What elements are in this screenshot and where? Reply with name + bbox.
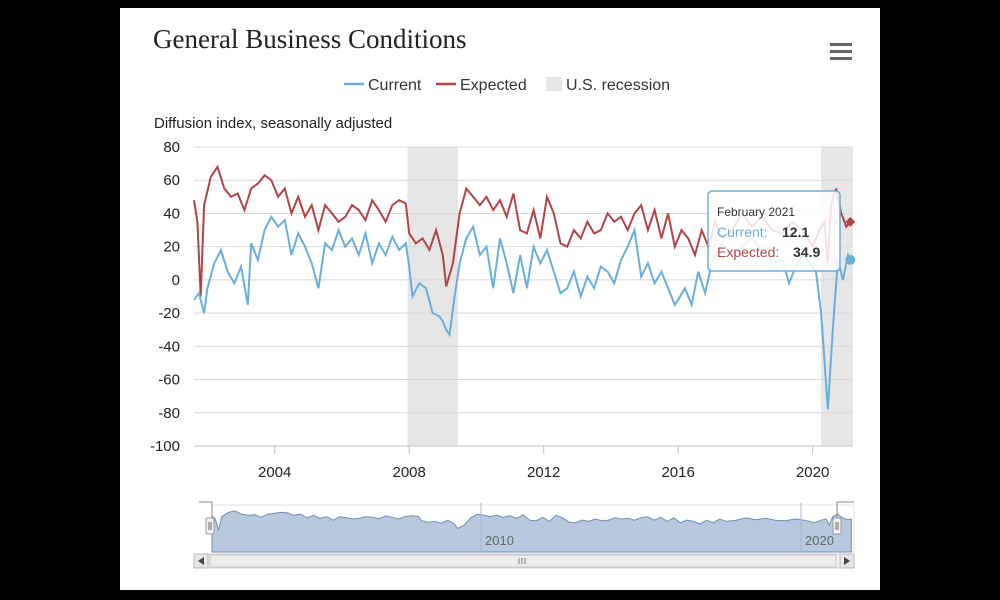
tooltip-expected-label: Expected: — [717, 244, 779, 260]
x-tick-label: 2020 — [796, 464, 829, 481]
legend-expected-label: Expected — [460, 77, 527, 94]
y-axis-title: Diffusion index, seasonally adjusted — [154, 115, 392, 132]
chart-svg: Current Expected U.S. recession Diffusio… — [150, 77, 856, 569]
navigator-handle-left[interactable] — [205, 517, 215, 535]
tooltip-current-label: Current: — [717, 224, 768, 240]
scrollbar-grip-icon — [518, 558, 526, 564]
y-tick-label: 80 — [163, 139, 180, 156]
hamburger-menu-icon[interactable] — [830, 43, 852, 61]
legend-recession-label: U.S. recession — [566, 77, 670, 94]
legend: Current Expected U.S. recession — [344, 77, 670, 94]
y-tick-label: -40 — [158, 338, 180, 355]
y-tick-label: -20 — [158, 305, 180, 322]
legend-item-recession[interactable]: U.S. recession — [546, 77, 670, 94]
legend-item-expected[interactable]: Expected — [436, 77, 527, 94]
y-tick-label: -80 — [158, 405, 180, 422]
tooltip-expected-value: 34.9 — [793, 244, 820, 260]
scrollbar-thumb[interactable] — [209, 554, 837, 568]
chart-title: General Business Conditions — [153, 24, 467, 54]
y-tick-label: 20 — [163, 239, 180, 256]
y-tick-label: 40 — [163, 205, 180, 222]
legend-item-current[interactable]: Current — [344, 77, 422, 94]
navigator-handle-right[interactable] — [832, 517, 842, 535]
chart-panel: General Business Conditions Current Expe… — [120, 8, 880, 590]
recession-band-1 — [407, 147, 458, 446]
x-tick-label: 2016 — [661, 464, 694, 481]
x-axis: 2004 2008 2012 2016 2020 — [258, 446, 829, 481]
arrow-left-icon — [198, 557, 204, 565]
legend-recession-swatch — [546, 77, 562, 91]
navigator-outline-right — [836, 501, 854, 517]
x-tick-label: 2008 — [392, 464, 425, 481]
x-tick-label: 2004 — [258, 464, 291, 481]
y-axis: 80 60 40 20 0 -20 -40 -60 -80 -100 — [150, 139, 180, 455]
expected-hover-marker[interactable] — [845, 216, 856, 227]
navigator-label-2020: 2020 — [805, 533, 834, 548]
current-hover-marker[interactable] — [845, 254, 856, 265]
tooltip-date: February 2021 — [717, 205, 795, 219]
arrow-right-icon — [844, 557, 850, 565]
y-tick-label: -60 — [158, 372, 180, 389]
y-tick-label: 60 — [163, 172, 180, 189]
scrollbar[interactable] — [193, 553, 855, 569]
x-tick-label: 2012 — [527, 464, 560, 481]
tooltip-current-value: 12.1 — [782, 224, 809, 240]
navigator-outline-left — [199, 501, 213, 517]
legend-current-label: Current — [368, 77, 422, 94]
navigator[interactable]: 2010 2020 — [199, 501, 855, 553]
tooltip: February 2021 Current: 12.1 Expected: 34… — [707, 190, 841, 272]
y-tick-label: -100 — [150, 438, 180, 455]
navigator-label-2010: 2010 — [485, 533, 514, 548]
y-tick-label: 0 — [172, 272, 180, 289]
tooltip-box — [707, 190, 841, 272]
navigator-area — [211, 510, 852, 553]
